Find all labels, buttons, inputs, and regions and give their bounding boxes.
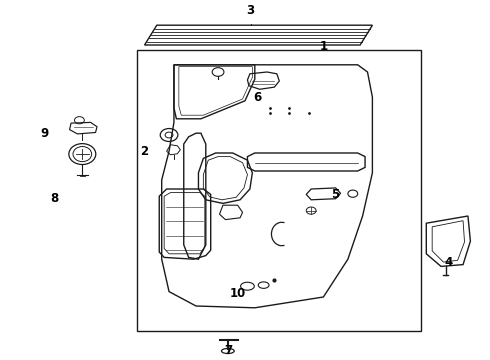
Text: 1: 1 — [319, 40, 327, 53]
Text: 4: 4 — [444, 256, 452, 269]
Text: 8: 8 — [50, 192, 58, 204]
Text: 6: 6 — [253, 91, 261, 104]
Text: 7: 7 — [224, 345, 232, 357]
Text: 2: 2 — [141, 145, 148, 158]
Text: 3: 3 — [246, 4, 254, 17]
Text: 9: 9 — [40, 127, 48, 140]
Text: 5: 5 — [332, 188, 340, 201]
Text: 10: 10 — [229, 287, 246, 300]
